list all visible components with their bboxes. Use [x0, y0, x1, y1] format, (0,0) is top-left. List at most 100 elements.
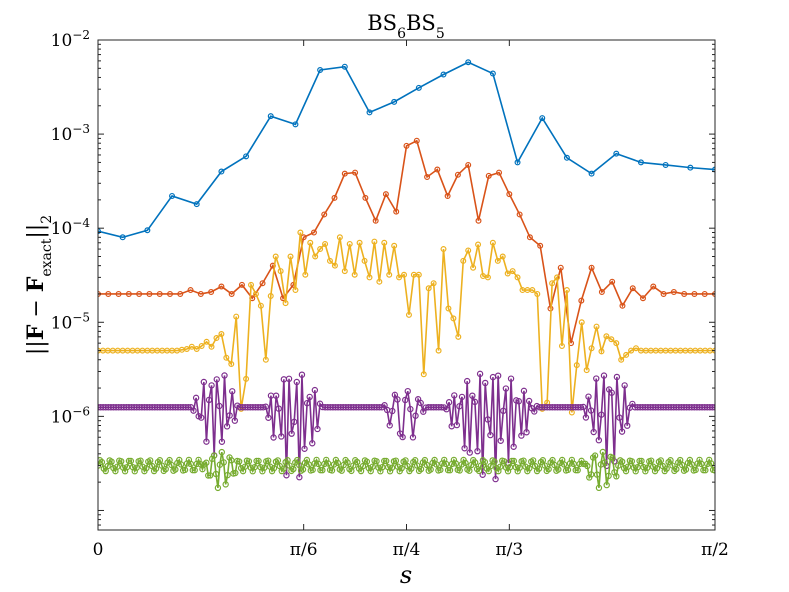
data-point — [350, 462, 357, 469]
title-part: BS — [367, 11, 397, 35]
ylabel-bold: F — [23, 324, 49, 340]
data-point — [376, 404, 383, 411]
data-point — [599, 448, 607, 456]
data-point — [667, 457, 674, 464]
data-point — [509, 268, 516, 275]
data-point — [402, 396, 409, 404]
data-point — [417, 399, 424, 407]
data-point — [433, 461, 440, 468]
data-point — [588, 264, 595, 271]
data-point — [402, 457, 409, 464]
chart-title: BS6BS5 — [367, 11, 445, 42]
data-point — [650, 283, 657, 290]
data-point — [608, 389, 615, 396]
data-point — [253, 457, 260, 465]
data-point — [198, 414, 205, 421]
data-point — [208, 343, 215, 350]
data-point — [644, 464, 651, 471]
data-point — [471, 398, 479, 406]
data-point — [633, 345, 640, 352]
data-point — [497, 437, 504, 444]
data-point — [408, 465, 415, 472]
data-point — [412, 457, 419, 464]
data-point — [346, 240, 353, 247]
data-point — [653, 465, 661, 472]
ylabel-part: − — [24, 292, 49, 324]
data-point — [628, 458, 636, 465]
data-point — [381, 457, 388, 465]
data-point — [593, 471, 601, 478]
data-point — [492, 475, 499, 483]
data-point — [577, 404, 584, 411]
data-point — [475, 241, 482, 248]
data-point — [487, 462, 494, 470]
data-point — [303, 399, 311, 407]
y-tick-label: 10−4 — [51, 216, 91, 239]
x-tick-label: π/3 — [495, 540, 523, 560]
data-point — [218, 331, 225, 338]
data-point — [692, 466, 699, 474]
data-point — [220, 459, 227, 466]
data-point — [514, 274, 521, 281]
data-point — [301, 445, 308, 452]
data-point — [224, 471, 231, 479]
data-point — [598, 348, 605, 355]
data-point — [621, 382, 628, 389]
data-point — [424, 173, 431, 180]
data-point — [262, 356, 269, 363]
data-point — [317, 66, 324, 73]
data-point — [451, 392, 458, 399]
data-point — [206, 472, 214, 479]
data-point — [152, 465, 160, 472]
data-point — [359, 462, 367, 470]
data-point — [407, 405, 414, 413]
data-point — [265, 457, 272, 464]
data-point — [229, 388, 236, 395]
data-point — [494, 257, 501, 264]
data-point — [193, 201, 200, 208]
data-point — [181, 466, 189, 474]
data-point — [252, 290, 259, 297]
data-point — [595, 484, 603, 492]
data-point — [363, 458, 371, 465]
data-point — [688, 461, 695, 468]
y-tick-label: 10−6 — [51, 404, 90, 427]
data-point — [709, 404, 715, 411]
data-point — [545, 465, 552, 473]
data-point — [539, 457, 547, 464]
data-point — [118, 458, 125, 465]
data-point — [223, 423, 231, 430]
data-point — [172, 466, 179, 473]
data-point — [290, 465, 297, 473]
data-point — [660, 290, 667, 297]
data-point — [278, 433, 285, 440]
data-point — [446, 466, 454, 474]
data-point — [462, 459, 469, 467]
data-point — [267, 113, 274, 120]
data-point — [541, 462, 548, 469]
data-point — [223, 354, 230, 361]
data-point — [133, 464, 140, 471]
data-point — [578, 319, 585, 326]
data-point — [295, 461, 303, 469]
data-point — [228, 290, 235, 297]
data-point — [167, 290, 174, 297]
data-point — [475, 217, 482, 224]
data-point — [292, 287, 299, 294]
data-point — [214, 484, 222, 492]
data-point — [338, 467, 345, 474]
data-point — [296, 474, 303, 481]
axis-ticks — [97, 39, 716, 530]
series-line — [98, 139, 715, 344]
data-point — [307, 239, 314, 246]
data-point — [137, 457, 144, 464]
data-point — [226, 412, 233, 419]
data-point — [572, 466, 579, 474]
data-point — [203, 438, 210, 445]
data-point — [711, 467, 715, 474]
data-point — [634, 464, 641, 471]
title-sub: 6 — [397, 26, 406, 42]
data-point — [228, 457, 235, 464]
data-point — [192, 394, 200, 402]
data-point — [286, 462, 293, 469]
